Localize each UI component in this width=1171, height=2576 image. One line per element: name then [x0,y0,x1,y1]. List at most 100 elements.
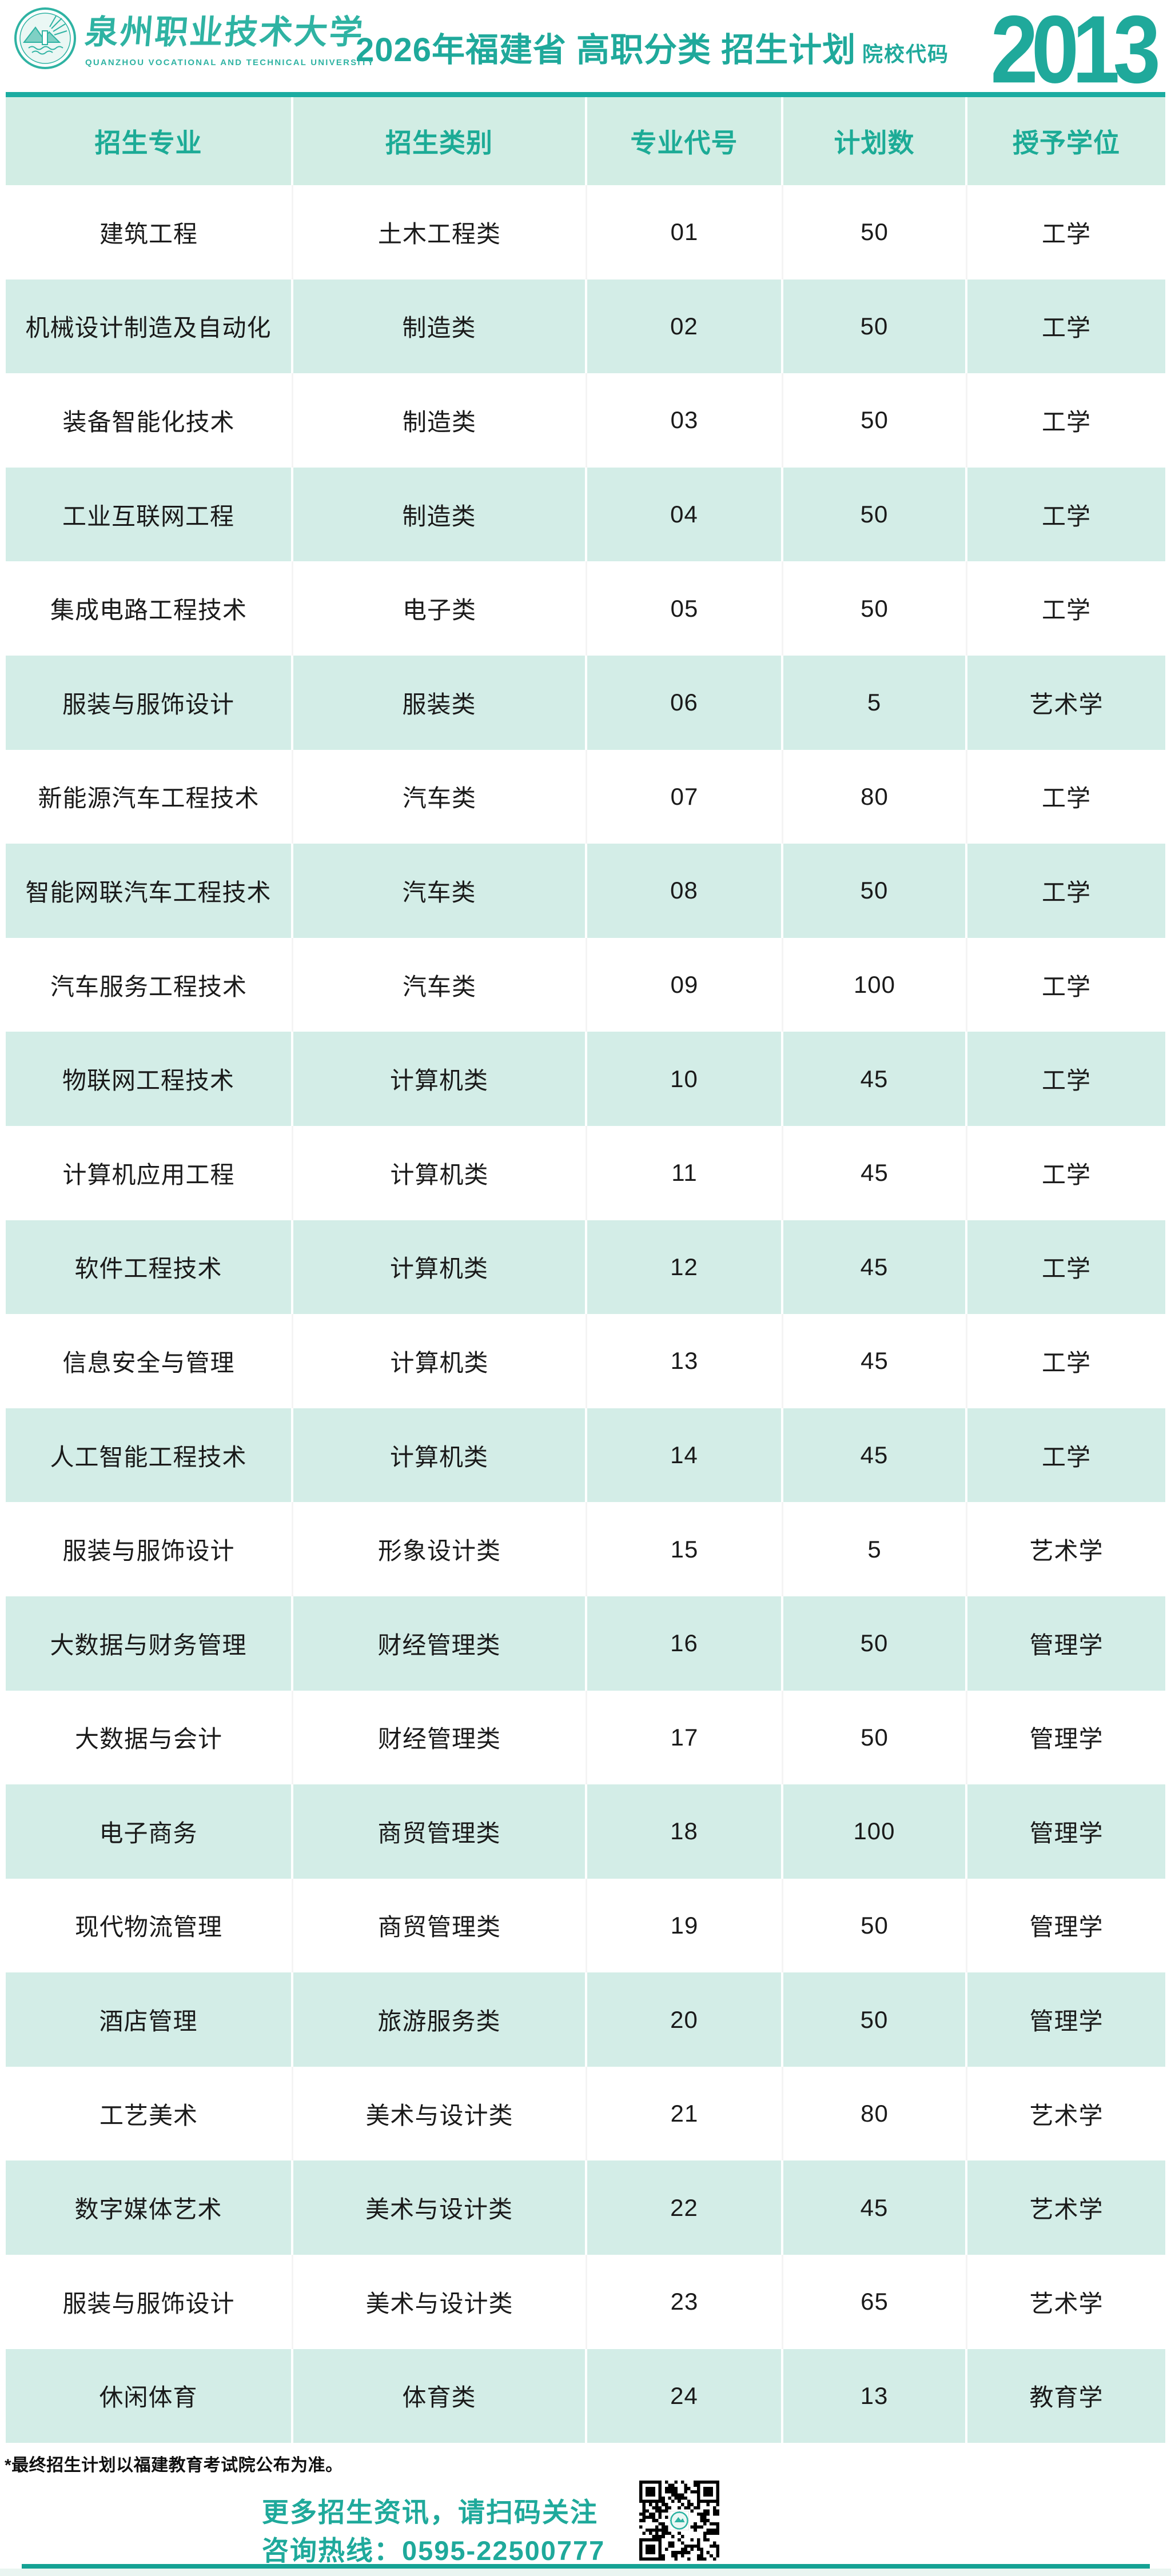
cell-code: 08 [587,844,783,938]
table-row: 电子商务 商贸管理类 18 100 管理学 [6,1784,1165,1879]
footer-info-line: 更多招生资讯，请扫码关注 [262,2497,598,2527]
cell-code: 04 [587,467,783,562]
cell-major: 汽车服务工程技术 [6,937,293,1032]
cell-category: 计算机类 [293,1032,587,1126]
cell-major: 服装与服饰设计 [6,655,293,750]
cell-category: 美术与设计类 [293,2160,587,2255]
cell-plan: 50 [783,373,967,468]
cell-degree: 工学 [1041,220,1091,247]
column-header-degree: 授予学位 [1013,128,1120,158]
table-row: 智能网联汽车工程技术 汽车类 08 50 工学 [6,844,1165,938]
cell-degree: 工学 [1041,1349,1091,1376]
page-title: 2026年福建省 高职分类 招生计划 [356,31,857,69]
table-row: 机械设计制造及自动化 制造类 02 50 工学 [6,279,1165,374]
cell-major: 休闲体育 [6,2349,293,2443]
university-name-en: QUANZHOU VOCATIONAL AND TECHNICAL UNIVER… [85,58,375,67]
table-row: 工艺美术 美术与设计类 21 80 艺术学 [6,2066,1165,2161]
cell-category: 计算机类 [293,1220,587,1315]
cell-category: 汽车类 [293,749,587,844]
cell-degree: 艺术学 [1029,2102,1104,2129]
table-row: 建筑工程 土木工程类 01 50 工学 [6,185,1165,279]
cell-major: 集成电路工程技术 [6,561,293,656]
cell-degree: 工学 [1041,878,1091,906]
university-seal-icon [14,7,77,70]
cell-code: 05 [587,561,783,656]
cell-plan: 45 [783,1032,967,1126]
column-header-major: 招生专业 [6,97,293,185]
cell-degree: 工学 [1041,597,1091,624]
cell-category: 服装类 [293,655,587,750]
column-header-category: 招生类别 [293,97,587,185]
cell-major: 大数据与会计 [6,1690,293,1785]
cell-plan: 5 [783,655,967,750]
cell-degree: 教育学 [1029,2384,1104,2411]
cell-plan: 50 [783,1596,967,1691]
table-row: 大数据与会计 财经管理类 17 50 管理学 [6,1690,1165,1785]
cell-major: 现代物流管理 [6,1878,293,1973]
cell-plan: 65 [783,2255,967,2349]
cell-major: 服装与服饰设计 [6,1502,293,1596]
cell-code: 07 [587,749,783,844]
cell-degree: 工学 [1041,1161,1091,1188]
cell-degree: 工学 [1041,785,1091,812]
cell-category: 财经管理类 [293,1596,587,1691]
column-header-plan: 计划数 [783,97,967,185]
table-row: 集成电路工程技术 电子类 05 50 工学 [6,561,1165,656]
table-row: 计算机应用工程 计算机类 11 45 工学 [6,1125,1165,1220]
cell-code: 01 [587,185,783,279]
cell-major: 装备智能化技术 [6,373,293,468]
cell-code: 17 [587,1690,783,1785]
cell-plan: 45 [783,1314,967,1408]
table-row: 服装与服饰设计 形象设计类 15 5 艺术学 [6,1502,1165,1596]
cell-plan: 5 [783,1502,967,1596]
cell-code: 02 [587,279,783,374]
cell-code: 03 [587,373,783,468]
cell-code: 13 [587,1314,783,1408]
table-row: 服装与服饰设计 美术与设计类 23 65 艺术学 [6,2255,1165,2349]
cell-major: 信息安全与管理 [6,1314,293,1408]
cell-plan: 50 [783,467,967,562]
cell-degree: 工学 [1041,314,1091,342]
cell-category: 汽车类 [293,937,587,1032]
page-header: 泉州职业技术大学 QUANZHOU VOCATIONAL AND TECHNIC… [0,0,1171,97]
cell-plan: 45 [783,1408,967,1503]
cell-category: 计算机类 [293,1125,587,1220]
cell-major: 计算机应用工程 [6,1125,293,1220]
school-code-value: 2013 [990,0,1161,103]
cell-degree: 管理学 [1029,1819,1104,1847]
cell-major: 建筑工程 [6,185,293,279]
table-row: 装备智能化技术 制造类 03 50 工学 [6,373,1165,468]
table-row: 新能源汽车工程技术 汽车类 07 80 工学 [6,749,1165,844]
cell-plan: 50 [783,1878,967,1973]
footer-divider [22,2564,1150,2569]
cell-major: 服装与服饰设计 [6,2255,293,2349]
cell-major: 数字媒体艺术 [6,2160,293,2255]
cell-plan: 50 [783,1690,967,1785]
cell-code: 23 [587,2255,783,2349]
table-row: 现代物流管理 商贸管理类 19 50 管理学 [6,1878,1165,1973]
cell-degree: 艺术学 [1029,690,1104,718]
cell-degree: 管理学 [1029,1914,1104,1941]
cell-category: 计算机类 [293,1408,587,1503]
cell-plan: 50 [783,1972,967,2067]
cell-major: 新能源汽车工程技术 [6,749,293,844]
table-body: 建筑工程 土木工程类 01 50 工学 机械设计制造及自动化 制造类 02 50 工学 装备智能化技… [6,185,1165,2443]
cell-code: 16 [587,1596,783,1691]
column-header-code: 专业代号 [587,97,783,185]
cell-degree: 艺术学 [1029,2196,1104,2223]
cell-degree: 管理学 [1029,2008,1104,2035]
header-divider [6,92,1165,97]
cell-code: 18 [587,1784,783,1879]
cell-code: 14 [587,1408,783,1503]
cell-plan: 100 [783,1784,967,1879]
footnote-text: *最终招生计划以福建教育考试院公布为准。 [5,2456,343,2475]
cell-major: 大数据与财务管理 [6,1596,293,1691]
cell-code: 11 [587,1125,783,1220]
cell-code: 22 [587,2160,783,2255]
cell-major: 智能网联汽车工程技术 [6,844,293,938]
qr-code-icon [639,2481,719,2561]
cell-category: 商贸管理类 [293,1878,587,1973]
cell-category: 美术与设计类 [293,2066,587,2161]
school-code-label: 院校代码 [862,42,950,66]
bottom-strip [0,2569,1171,2576]
